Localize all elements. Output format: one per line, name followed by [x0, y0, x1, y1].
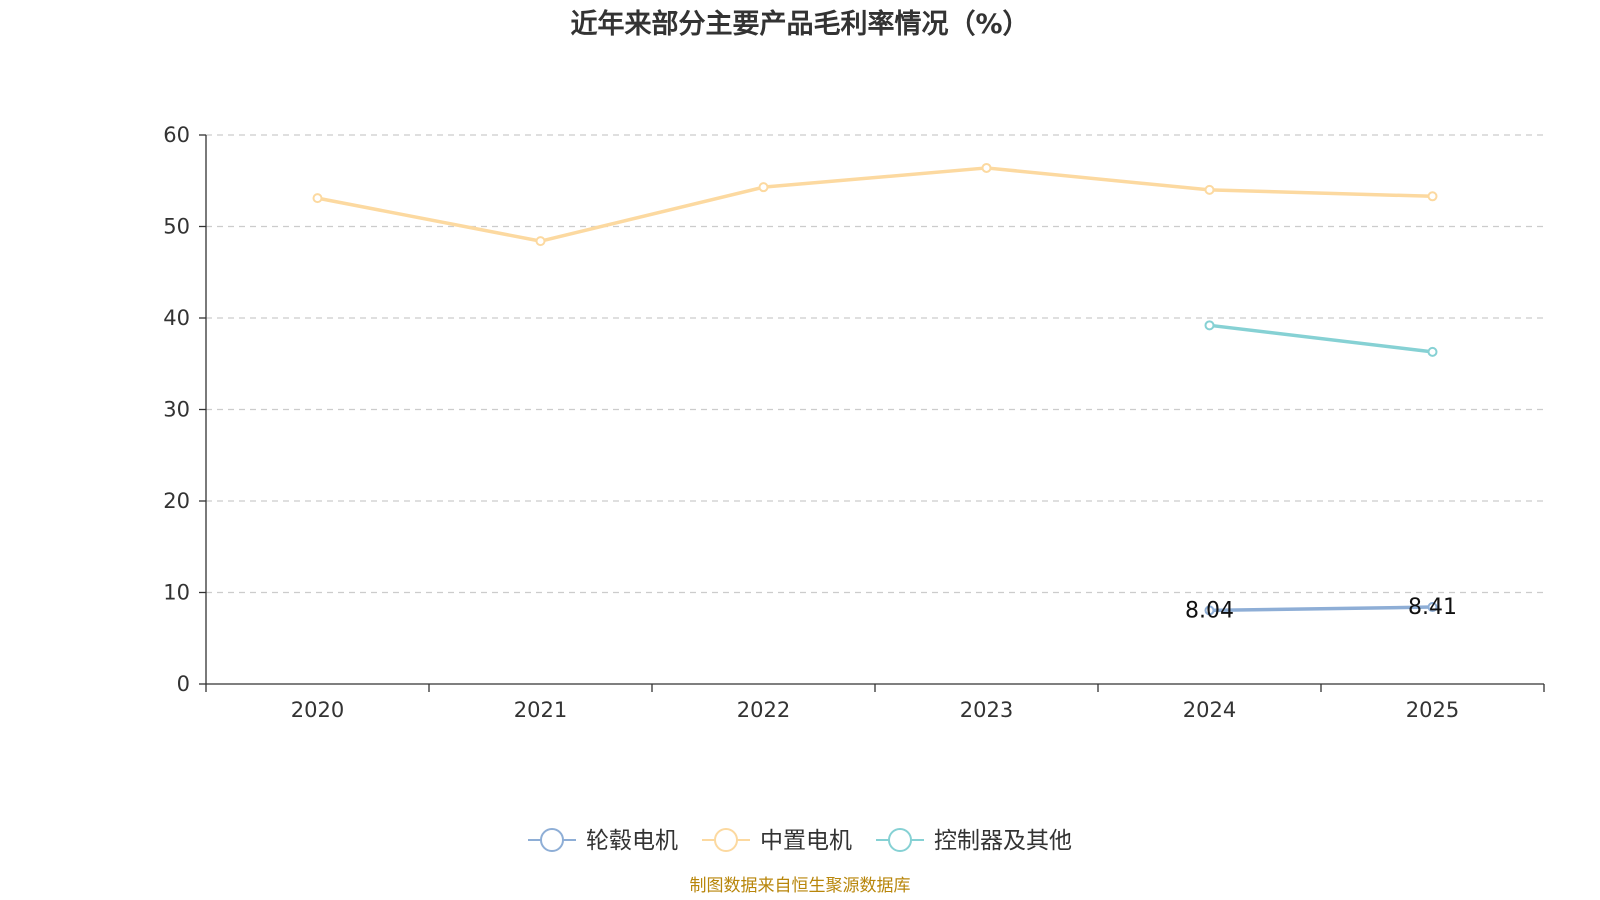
data-labels: 8.04 8.41 [1185, 595, 1457, 623]
source-note: 制图数据来自恒生聚源数据库 [690, 876, 911, 896]
y-tick-label: 30 [163, 398, 190, 422]
grid-lines [206, 134, 1544, 594]
data-label: 8.04 [1185, 598, 1234, 623]
x-tick-label: 2024 [1183, 698, 1236, 722]
legend-label: 轮毂电机 [586, 828, 678, 854]
y-tick-label: 40 [163, 306, 190, 330]
x-tick-label: 2022 [737, 698, 790, 722]
data-point [312, 193, 323, 204]
data-point [981, 162, 992, 173]
legend-circle-icon [888, 828, 912, 852]
data-point [1204, 320, 1215, 331]
data-label: 8.41 [1408, 595, 1457, 620]
y-tick-label: 60 [163, 123, 190, 147]
legend-circle-icon [540, 828, 564, 852]
legend-item-0[interactable]: 轮毂电机 [528, 828, 678, 854]
x-tick-label: 2021 [514, 698, 567, 722]
axes: 0 10 20 30 40 50 60 2020 2021 2022 2023 2024 2025 [163, 123, 1545, 722]
data-point [1427, 191, 1438, 202]
y-tick-label: 10 [163, 581, 190, 605]
series [312, 162, 1438, 616]
data-point [535, 236, 546, 247]
legend-item-2[interactable]: 控制器及其他 [876, 828, 1072, 854]
x-tick-label: 2025 [1406, 698, 1459, 722]
series-line-0 [1209, 605, 1433, 613]
y-tick-label: 0 [177, 672, 190, 696]
series-line-2 [1209, 323, 1433, 354]
series-line-1 [317, 166, 1433, 243]
data-point [1204, 184, 1215, 195]
data-point [1204, 605, 1215, 616]
legend-circle-icon [714, 828, 738, 852]
y-tick-label: 20 [163, 489, 190, 513]
data-point [758, 182, 769, 193]
legend[interactable]: 轮毂电机 中置电机 控制器及其他 [528, 828, 1072, 854]
data-point [1427, 346, 1438, 357]
legend-label: 控制器及其他 [934, 828, 1072, 854]
x-tick-label: 2023 [960, 698, 1013, 722]
legend-item-1[interactable]: 中置电机 [702, 828, 852, 854]
legend-label: 中置电机 [760, 828, 852, 854]
chart-title: 近年来部分主要产品毛利率情况（%） [570, 8, 1029, 40]
y-tick-label: 50 [163, 215, 190, 239]
data-point [1427, 602, 1438, 613]
x-tick-label: 2020 [291, 698, 344, 722]
